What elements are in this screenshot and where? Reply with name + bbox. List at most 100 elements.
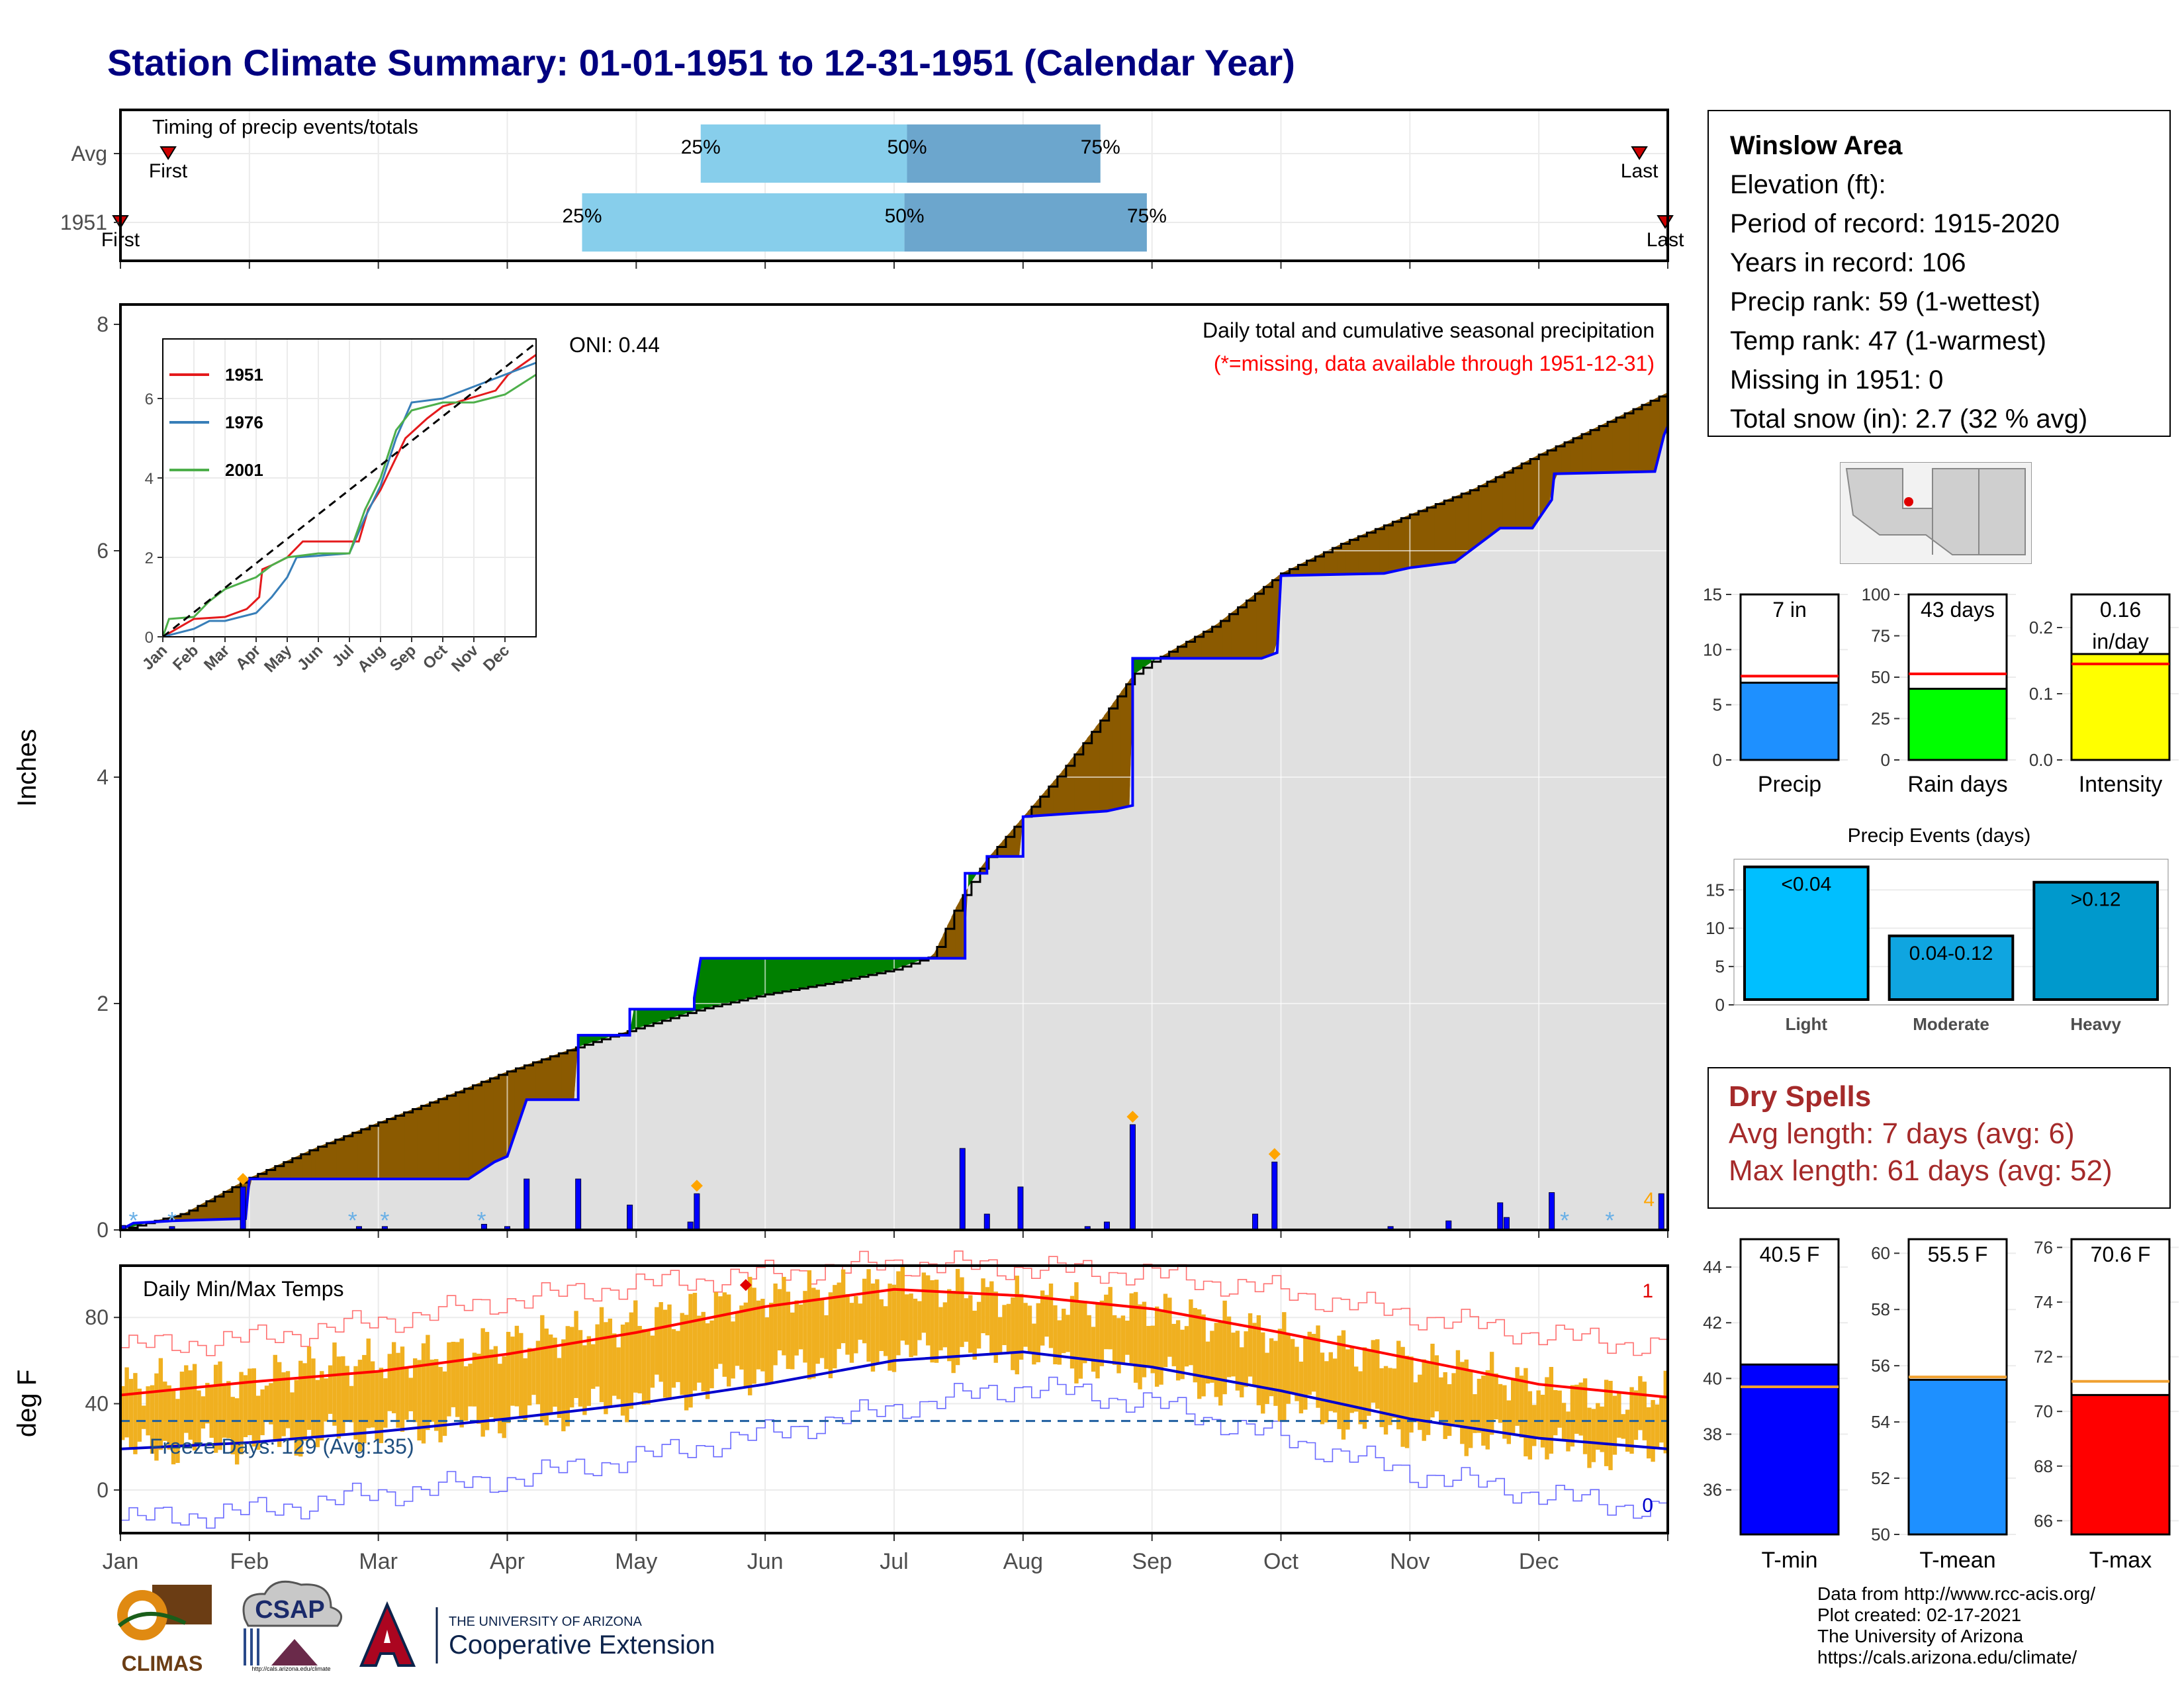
daily-temp-bar [1311, 1334, 1316, 1392]
daily-precip-bar [1549, 1192, 1555, 1231]
daily-temp-bar [540, 1315, 545, 1423]
precip-deficit-fill [527, 1062, 532, 1100]
station-precip-rank: Precip rank: 59 (1-wettest) [1730, 287, 2041, 316]
daily-temp-bar [1193, 1307, 1197, 1383]
precip-surplus-fill [586, 1035, 592, 1045]
daily-temp-bar [692, 1293, 698, 1391]
precip-surplus-fill [900, 958, 905, 968]
precip-deficit-fill [302, 1151, 308, 1179]
precip-surplus-fill [667, 1009, 672, 1019]
daily-temp-bar [1553, 1389, 1558, 1436]
precip-deficit-fill [1248, 596, 1253, 659]
precip-surplus-fill [769, 958, 774, 994]
daily-temp-bar [1244, 1331, 1248, 1387]
daily-temp-bar [1307, 1331, 1312, 1395]
daily-temp-bar [1430, 1343, 1435, 1418]
month-tick-label: Jun [747, 1549, 784, 1574]
daily-temp-bar [277, 1362, 282, 1447]
daily-temp-bar [828, 1292, 833, 1379]
daily-temp-bar [777, 1289, 782, 1351]
precip-deficit-fill [1515, 465, 1520, 528]
daily-precip-bar [575, 1178, 582, 1231]
daily-temp-bar [1574, 1384, 1579, 1434]
precip-deficit-fill [1367, 531, 1372, 574]
daily-temp-bar [434, 1359, 439, 1431]
precip-deficit-fill [1328, 547, 1334, 575]
precip-deficit-fill [1354, 536, 1359, 575]
snow-day-marker: * [348, 1207, 357, 1234]
daily-temp-bar [209, 1386, 214, 1438]
daily-temp-bar [1032, 1323, 1036, 1365]
precip-deficit-fill [1612, 417, 1617, 473]
precip-surplus-fill [896, 958, 901, 969]
daily-temp-bar [218, 1361, 222, 1450]
precip-deficit-fill [472, 1084, 477, 1177]
precip-deficit-fill [540, 1058, 545, 1100]
precip-deficit-fill [1057, 771, 1062, 815]
footer-university: The University of Arizona [1817, 1626, 2024, 1646]
precip-surplus-fill [782, 958, 787, 992]
precip-deficit-fill [1549, 447, 1554, 504]
daily-temp-bar [519, 1333, 523, 1419]
precip-surplus-fill [659, 1009, 664, 1022]
precip-deficit-fill [404, 1110, 410, 1179]
daily-temp-bar [718, 1296, 723, 1364]
precip-surplus-fill [828, 958, 833, 984]
daily-temp-bar [142, 1405, 146, 1429]
month-tick-label: Mar [359, 1549, 398, 1574]
daily-temp-bar [900, 1266, 905, 1341]
season-rain-days-ytick-label: 75 [1871, 626, 1890, 646]
daily-temp-bar [1265, 1352, 1269, 1405]
daily-temp-bar [1129, 1293, 1134, 1364]
station-location-dot [1904, 497, 1913, 506]
daily-temp-bar [124, 1367, 129, 1438]
daily-temp-bar [968, 1295, 973, 1353]
precip-deficit-fill [1422, 508, 1427, 567]
precip-deficit-fill [570, 1048, 574, 1100]
precip-deficit-fill [370, 1123, 375, 1179]
events-ytick-label: 0 [1715, 995, 1725, 1015]
daily-temp-bar [655, 1307, 659, 1375]
precip-deficit-fill [1091, 727, 1096, 812]
daily-temp-bar [362, 1354, 367, 1444]
big-event-marker [1126, 1111, 1139, 1123]
precip-deficit-fill [442, 1096, 447, 1179]
csap-logo-url: http://cals.arizona.edu/climate [251, 1665, 330, 1672]
month-tick-label: Dec [1519, 1549, 1559, 1574]
daily-temp-bar [1451, 1373, 1456, 1425]
daily-temp-bar [1498, 1383, 1503, 1423]
month-tick-label: Apr [490, 1549, 525, 1574]
daily-temp-bar [234, 1398, 240, 1465]
daily-temp-bar [641, 1329, 647, 1405]
dry-spells-title: Dry Spells [1729, 1080, 1872, 1113]
temp-tmean-bar [1907, 1378, 2008, 1536]
daily-precip-bar [523, 1178, 530, 1231]
daily-temp-bar [269, 1383, 273, 1425]
precip-deficit-fill [400, 1112, 405, 1179]
precip-deficit-fill [565, 1049, 570, 1100]
daily-temp-bar [1434, 1355, 1439, 1412]
daily-temp-bar [1044, 1295, 1049, 1337]
timing-row-label: 1951 [60, 211, 107, 234]
daily-temp-bar [1197, 1309, 1202, 1399]
temp-tmean-ytick-label: 54 [1871, 1412, 1890, 1432]
station-elevation: Elevation (ft): [1730, 170, 1886, 199]
daily-temp-bar [1557, 1390, 1562, 1428]
daily-temp-bar [858, 1303, 862, 1340]
snow-day-marker: * [1560, 1207, 1569, 1234]
daily-temp-bar [1002, 1305, 1007, 1346]
daily-temp-bar [1040, 1290, 1045, 1346]
big-event-marker [690, 1180, 703, 1192]
timing-bar-q25-q50 [700, 124, 907, 183]
daily-temp-bar [705, 1323, 710, 1399]
precip-surplus-fill [854, 958, 859, 978]
footer-credits: Data from http://www.rcc-acis.org/ Plot … [1817, 1583, 2095, 1668]
precip-deficit-fill [1252, 592, 1257, 659]
precip-deficit-fill [535, 1060, 541, 1100]
precip-deficit-fill [1392, 520, 1397, 572]
precip-deficit-fill [277, 1163, 282, 1179]
daily-temp-bar [591, 1344, 596, 1389]
timing-first-label: First [149, 160, 188, 182]
precip-deficit-fill [1388, 522, 1393, 573]
precip-surplus-fill [798, 958, 803, 989]
